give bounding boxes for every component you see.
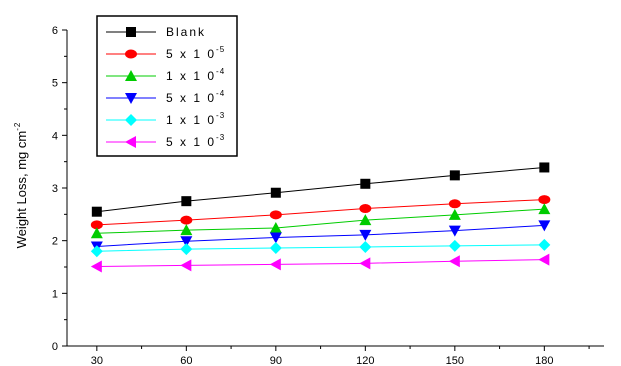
- legend-label-exponent: -4: [216, 89, 225, 98]
- data-point: [448, 199, 461, 209]
- data-point: [90, 260, 102, 273]
- legend-label: 1 x 1 0-4: [166, 67, 225, 83]
- data-point: [538, 253, 550, 266]
- data-point: [539, 162, 550, 173]
- legend-label-exponent: -4: [216, 67, 225, 76]
- data-point: [448, 208, 461, 220]
- data-point: [269, 242, 282, 255]
- legend-marker: [126, 27, 136, 37]
- data-point: [538, 195, 551, 205]
- legend-label-exponent: -3: [216, 111, 225, 120]
- legend-item: Blank: [106, 25, 206, 39]
- series-4: [90, 238, 551, 258]
- series-0: [91, 162, 550, 217]
- data-point: [269, 258, 281, 271]
- data-point: [359, 257, 371, 270]
- x-tick-label: 180: [535, 355, 553, 366]
- y-tick-label: 0: [52, 341, 58, 353]
- x-tick-label: 150: [446, 355, 464, 366]
- series-2: [90, 203, 551, 239]
- y-axis-title-exponent: -2: [13, 122, 22, 131]
- data-point: [90, 245, 103, 258]
- y-tick-label: 2: [52, 236, 58, 248]
- y-tick-label: 1: [52, 288, 58, 300]
- data-point: [269, 222, 282, 234]
- y-tick-label: 3: [52, 183, 58, 195]
- legend-marker: [125, 93, 137, 104]
- data-point: [449, 170, 460, 181]
- legend-marker: [125, 49, 137, 59]
- legend-label-base: 1 x 1 0: [166, 69, 216, 83]
- legend-item: 5 x 1 0-4: [106, 89, 225, 105]
- y-tick-label: 6: [52, 25, 58, 37]
- legend-marker: [125, 70, 137, 81]
- series-line: [96, 166, 545, 213]
- legend-label-exponent: -3: [216, 133, 225, 142]
- legend-box: [96, 15, 238, 157]
- legend-label: 1 x 1 0-3: [166, 111, 225, 127]
- series-5: [90, 253, 550, 273]
- data-point: [538, 220, 551, 232]
- data-point: [359, 229, 372, 241]
- data-point: [180, 243, 193, 256]
- data-point: [448, 255, 460, 268]
- legend-marker: [125, 114, 137, 126]
- series-line: [96, 208, 545, 234]
- series-layer: [90, 162, 551, 273]
- legend-label: Blank: [166, 25, 206, 39]
- series-line: [96, 224, 545, 247]
- data-point: [448, 225, 461, 237]
- legend-label: 5 x 1 0-4: [166, 89, 225, 105]
- y-axis-title: Weight Loss, mg cm-2: [13, 122, 29, 249]
- series-1: [90, 195, 551, 230]
- data-point: [90, 220, 103, 230]
- data-point: [181, 196, 192, 207]
- legend-label-base: 5 x 1 0: [166, 135, 216, 149]
- legend-label-exponent: -5: [216, 45, 225, 54]
- legend-label: 5 x 1 0-3: [166, 133, 225, 149]
- series-line: [96, 199, 545, 226]
- y-tick-label: 4: [52, 130, 58, 142]
- axes: 0 1 2 3 4 5 6 30 60 90 120 150 180: [52, 25, 604, 366]
- data-point: [538, 238, 551, 251]
- x-tick-label: 30: [91, 355, 103, 366]
- y-tick-label: 5: [52, 78, 58, 90]
- data-point: [180, 215, 193, 225]
- data-point: [360, 178, 371, 189]
- data-point: [269, 210, 282, 220]
- data-point: [359, 214, 372, 226]
- data-point: [180, 259, 192, 272]
- data-point: [538, 203, 551, 215]
- data-point: [448, 239, 461, 252]
- legend-label-base: 5 x 1 0: [166, 47, 216, 61]
- y-axis-title-base: Weight Loss, mg cm: [14, 131, 29, 249]
- data-point: [90, 227, 103, 239]
- data-point: [180, 236, 193, 248]
- legend-label-base: 5 x 1 0: [166, 91, 216, 105]
- x-tick-label: 120: [356, 355, 374, 366]
- data-point: [269, 232, 282, 244]
- data-point: [270, 187, 281, 198]
- data-point: [359, 240, 372, 253]
- legend-marker: [125, 136, 136, 148]
- legend-item: 1 x 1 0-3: [106, 111, 225, 127]
- legend-label-base: 1 x 1 0: [166, 113, 216, 127]
- legend-label: 5 x 1 0-5: [166, 45, 225, 61]
- legend-item: 5 x 1 0-5: [106, 45, 225, 61]
- data-point: [180, 224, 193, 236]
- y-axis-title-text: Weight Loss, mg cm-2: [13, 122, 29, 249]
- series-line: [96, 259, 545, 267]
- data-point: [359, 204, 372, 214]
- x-tick-label: 90: [270, 355, 282, 366]
- series-line: [96, 244, 545, 252]
- legend-label-base: Blank: [166, 25, 206, 39]
- x-tick-label: 60: [180, 355, 192, 366]
- legend-item: 1 x 1 0-4: [106, 67, 225, 83]
- legend-item: 5 x 1 0-3: [106, 133, 225, 149]
- data-point: [91, 206, 102, 217]
